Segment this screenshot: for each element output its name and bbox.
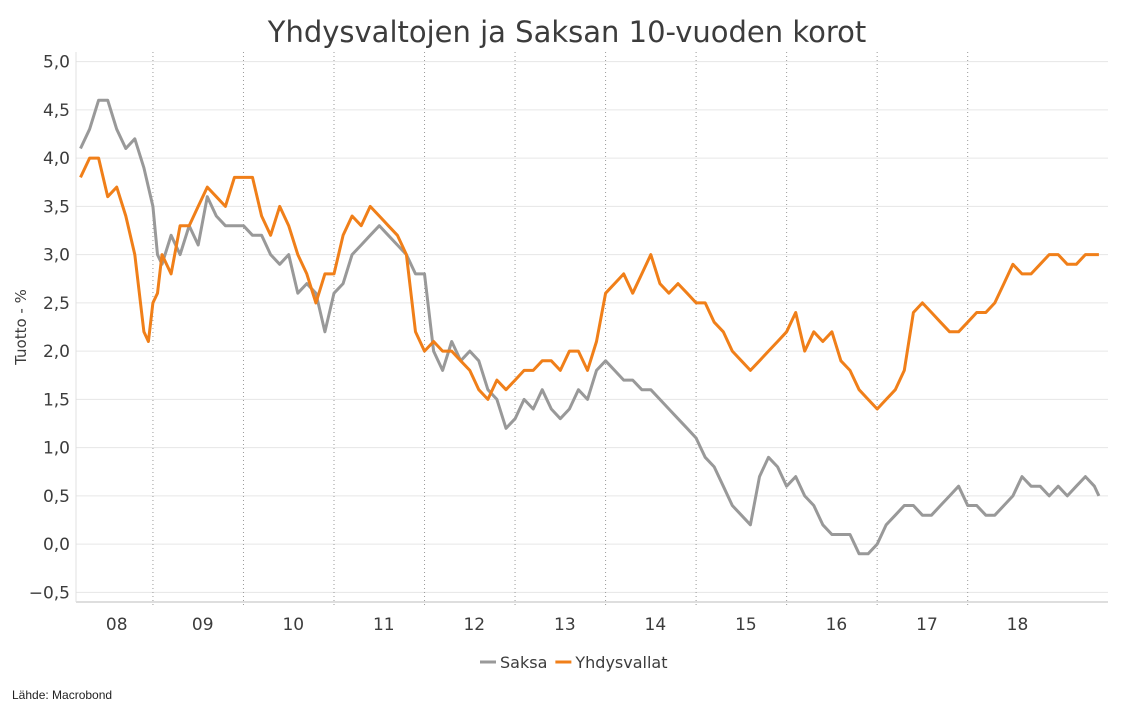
x-tick-label: 12: [463, 615, 485, 635]
series-lines: [79, 98, 1101, 556]
y-tick-label: 4,5: [43, 101, 70, 121]
y-tick-label: 1,0: [43, 439, 70, 459]
x-tick-label: 18: [1007, 615, 1029, 635]
y-tick-label: 4,0: [43, 149, 70, 169]
x-tick-label: 11: [373, 615, 395, 635]
legend: Saksa Yhdysvallat: [480, 653, 668, 672]
series-line-yhdysvallat: [79, 156, 1099, 411]
chart-title: Yhdysvaltojen ja Saksan 10-vuoden korot: [267, 15, 867, 49]
source-note: Lähde: Macrobond: [12, 688, 113, 702]
x-tick-label: 08: [106, 615, 128, 635]
year-dividers: [152, 52, 969, 608]
x-tick-label: 17: [916, 615, 938, 635]
y-tick-label: 5,0: [43, 53, 70, 73]
y-tick-label: 3,0: [43, 246, 70, 266]
legend-label-yhdysvallat: Yhdysvallat: [574, 653, 667, 672]
y-tick-label: 0,5: [43, 487, 70, 507]
y-tick-label: −0,5: [29, 583, 70, 603]
x-tick-label: 09: [192, 615, 214, 635]
y-axis-label: Tuotto - %: [12, 289, 30, 366]
y-tick-label: 0,0: [43, 535, 70, 555]
x-tick-label: 16: [826, 615, 848, 635]
x-tick-label: 15: [735, 615, 757, 635]
grid-lines: [76, 61, 1108, 593]
legend-label-saksa: Saksa: [500, 653, 547, 672]
x-tick-labels: 08 09 10 11 12 13 14 15 16 17 18: [106, 615, 1028, 635]
y-tick-label: 3,5: [43, 197, 70, 217]
y-tick-label: 2,0: [43, 342, 70, 362]
axes: [75, 52, 1108, 603]
x-tick-label: 14: [645, 615, 667, 635]
x-tick-label: 13: [554, 615, 576, 635]
y-tick-labels: 5,0 4,5 4,0 3,5 3,0 2,5 2,0 1,5 1,0 0,5 0,0 −0,5: [29, 53, 70, 604]
y-tick-label: 1,5: [43, 390, 70, 410]
x-tick-label: 10: [282, 615, 304, 635]
series-line-saksa: [79, 98, 1101, 556]
y-tick-label: 2,5: [43, 294, 70, 314]
